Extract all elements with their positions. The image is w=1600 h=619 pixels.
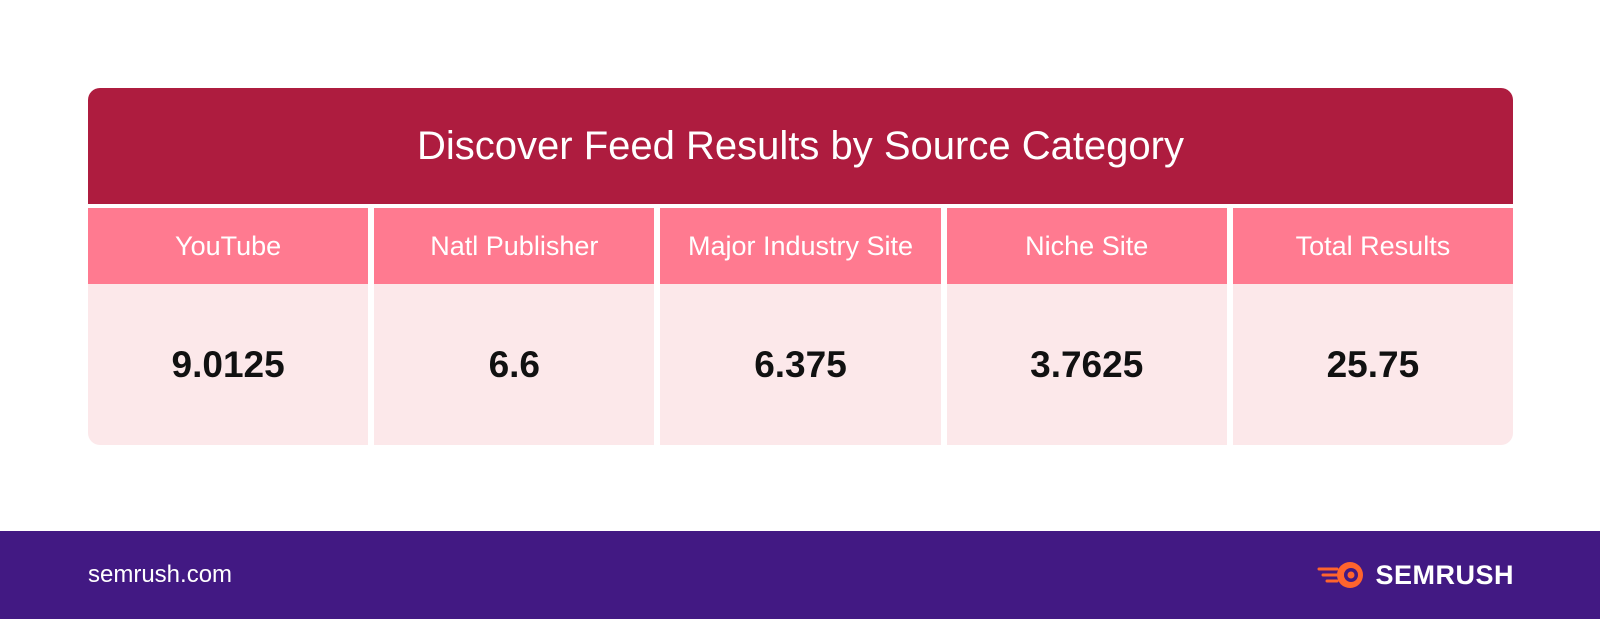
column-niche-site: Niche Site 3.7625 [946, 208, 1227, 445]
brand-name: SEMRUSH [1375, 559, 1514, 590]
column-header-niche-site: Niche Site [946, 208, 1227, 284]
table-columns: YouTube 9.0125 Natl Publisher 6.6 Major … [88, 208, 1513, 445]
column-header-total-results: Total Results [1232, 208, 1513, 284]
results-table: Discover Feed Results by Source Category… [88, 88, 1513, 445]
column-natl-publisher: Natl Publisher 6.6 [374, 208, 655, 445]
column-header-natl-publisher: Natl Publisher [374, 208, 655, 284]
brand-logo[interactable]: SEMRUSH [1317, 531, 1514, 619]
footer-bar: semrush.com SEMRUSH [0, 531, 1600, 619]
value-niche-site: 3.7625 [946, 284, 1227, 445]
table-title: Discover Feed Results by Source Category [88, 88, 1513, 204]
value-major-industry-site: 6.375 [660, 284, 941, 445]
value-natl-publisher: 6.6 [374, 284, 655, 445]
column-header-youtube: YouTube [88, 208, 369, 284]
column-total-results: Total Results 25.75 [1232, 208, 1513, 445]
semrush-flame-logo-icon [1317, 562, 1364, 588]
value-youtube: 9.0125 [88, 284, 369, 445]
column-youtube: YouTube 9.0125 [88, 208, 369, 445]
value-total-results: 25.75 [1232, 284, 1513, 445]
column-header-major-industry-site: Major Industry Site [660, 208, 941, 284]
column-major-industry-site: Major Industry Site 6.375 [660, 208, 941, 445]
footer-site-link[interactable]: semrush.com [88, 561, 233, 588]
